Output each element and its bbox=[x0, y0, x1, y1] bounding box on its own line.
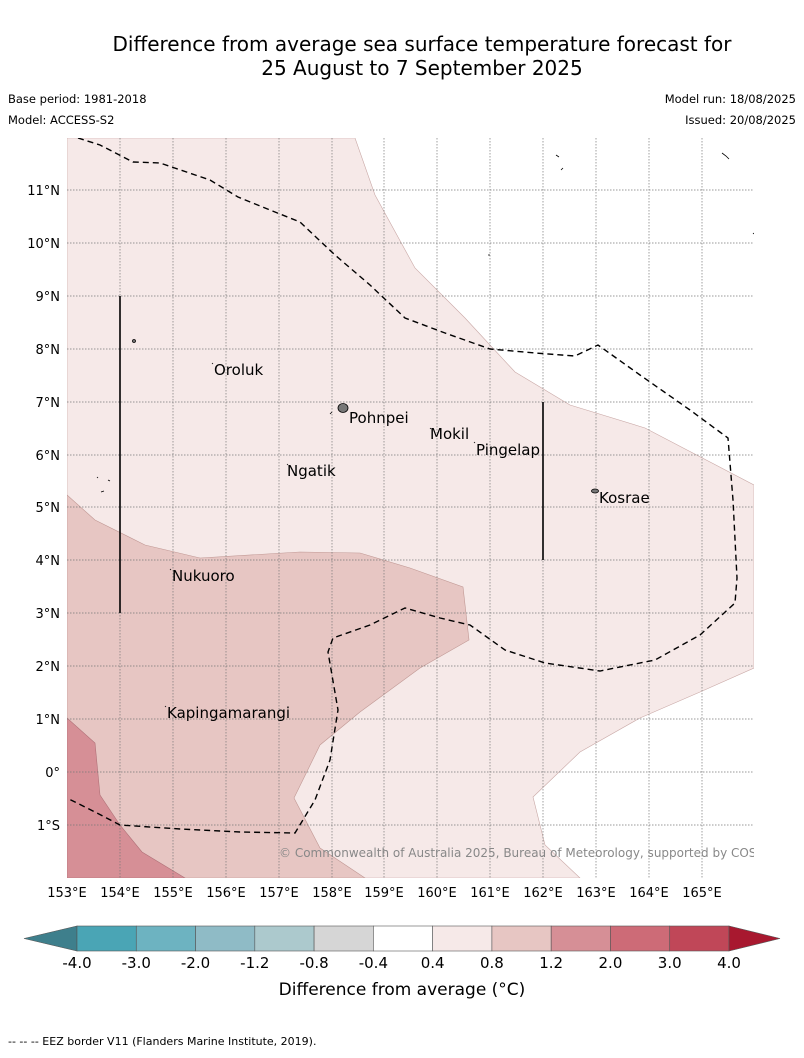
colorbar-tick-label: -0.8 bbox=[299, 954, 328, 972]
colorbar-segment bbox=[491, 925, 552, 952]
lat-label: 9°N bbox=[36, 290, 61, 305]
lat-label: 7°N bbox=[36, 396, 61, 411]
colorbar-tick-label: 0.4 bbox=[421, 954, 445, 972]
pohnpei-island bbox=[337, 403, 349, 413]
lon-label: 165°E bbox=[682, 886, 722, 901]
lat-label: 2°N bbox=[36, 660, 61, 675]
place-label-oroluk: Oroluk bbox=[214, 361, 263, 379]
copyright-notice: © Commonwealth of Australia 2025, Bureau… bbox=[279, 846, 784, 860]
place-label-mokil: Mokil bbox=[430, 425, 469, 443]
lat-label: 1°S bbox=[37, 819, 60, 834]
colorbar-tick-label: 0.8 bbox=[480, 954, 504, 972]
eez-legend-note: -- -- -- EEZ border V11 (Flanders Marine… bbox=[8, 1035, 317, 1048]
lon-label: 163°E bbox=[576, 886, 616, 901]
place-label-ngatik: Ngatik bbox=[287, 462, 336, 480]
colorbar-extend-low bbox=[23, 925, 78, 952]
lat-label: 8°N bbox=[36, 343, 61, 358]
lat-label: 6°N bbox=[36, 449, 61, 464]
lat-label: 3°N bbox=[36, 607, 61, 622]
colorbar-segment bbox=[76, 925, 137, 952]
colorbar-label: Difference from average (°C) bbox=[278, 980, 526, 1000]
islands bbox=[96, 152, 754, 708]
longitude-labels: 153°E 154°E 155°E 156°E 157°E 158°E 159°… bbox=[47, 886, 722, 901]
colorbar-segment bbox=[135, 925, 196, 952]
model-run: Model run: 18/08/2025 bbox=[664, 92, 796, 106]
place-label-kapingamarangi: Kapingamarangi bbox=[167, 704, 290, 722]
colorbar-segment bbox=[610, 925, 671, 952]
eez-border bbox=[67, 138, 738, 834]
lon-label: 154°E bbox=[100, 886, 140, 901]
colorbar-segment bbox=[254, 925, 315, 952]
colorbar-tick-label: 3.0 bbox=[658, 954, 682, 972]
base-period: Base period: 1981-2018 bbox=[8, 92, 147, 106]
islet-marker bbox=[132, 339, 136, 343]
lon-label: 157°E bbox=[259, 886, 299, 901]
latitude-labels: 11°N 10°N 9°N 8°N 7°N 6°N 5°N 4°N 3°N 2°… bbox=[27, 184, 60, 834]
lon-label: 156°E bbox=[206, 886, 246, 901]
lat-label: 1°N bbox=[36, 713, 61, 728]
small-islets bbox=[96, 152, 754, 708]
graticule bbox=[67, 138, 754, 878]
colorbar-tick-label: -4.0 bbox=[62, 954, 91, 972]
colorbar-segment bbox=[373, 925, 433, 952]
lon-label: 162°E bbox=[523, 886, 563, 901]
place-label-pingelap: Pingelap bbox=[476, 441, 540, 459]
lon-label: 158°E bbox=[312, 886, 352, 901]
lat-label: 4°N bbox=[36, 554, 61, 569]
colorbar-tick-label: -1.2 bbox=[240, 954, 269, 972]
model-name: Model: ACCESS-S2 bbox=[8, 113, 115, 127]
colorbar-extend-high bbox=[728, 925, 781, 952]
colorbar-segment bbox=[195, 925, 256, 952]
colorbar-tick-label: -0.4 bbox=[359, 954, 388, 972]
colorbar-tick-label: -3.0 bbox=[122, 954, 151, 972]
colorbar-tick-label: 1.2 bbox=[539, 954, 563, 972]
lon-label: 153°E bbox=[47, 886, 87, 901]
lat-label: 11°N bbox=[27, 184, 60, 199]
place-label-pohnpei: Pohnpei bbox=[349, 409, 409, 427]
colorbar-tick-label: -2.0 bbox=[181, 954, 210, 972]
lon-label: 155°E bbox=[153, 886, 193, 901]
lon-label: 164°E bbox=[629, 886, 669, 901]
lon-label: 161°E bbox=[470, 886, 510, 901]
colorbar-tick-label: 2.0 bbox=[599, 954, 623, 972]
lat-label: 10°N bbox=[27, 237, 60, 252]
lon-label: 159°E bbox=[364, 886, 404, 901]
kosrae-island bbox=[591, 488, 599, 494]
colorbar-segment bbox=[550, 925, 611, 952]
place-label-kosrae: Kosrae bbox=[599, 489, 650, 507]
title-line-1: Difference from average sea surface temp… bbox=[112, 32, 732, 56]
contour-1.2-2.0 bbox=[67, 717, 186, 878]
issued-date: Issued: 20/08/2025 bbox=[685, 113, 796, 127]
colorbar-segment bbox=[669, 925, 730, 952]
colorbar-segment bbox=[432, 925, 493, 952]
chart-title: Difference from average sea surface temp… bbox=[70, 32, 774, 80]
lon-label: 160°E bbox=[417, 886, 457, 901]
place-labels: Oroluk Pohnpei Mokil Pingelap Ngatik Kos… bbox=[167, 361, 650, 722]
lat-label: 5°N bbox=[36, 501, 61, 516]
place-label-nukuoro: Nukuoro bbox=[172, 567, 235, 585]
colorbar-tick-label: 4.0 bbox=[717, 954, 741, 972]
lat-label: 0° bbox=[45, 766, 60, 781]
anomaly-field: Oroluk Pohnpei Mokil Pingelap Ngatik Kos… bbox=[67, 138, 784, 878]
colorbar: -4.0 -3.0 -2.0 -1.2 -0.8 -0.4 0.4 0.8 1.2 2.0 3.0 4… bbox=[23, 925, 781, 972]
colorbar-segment bbox=[313, 925, 374, 952]
contour-0.8-1.2 bbox=[67, 494, 470, 878]
title-line-2: 25 August to 7 September 2025 bbox=[261, 56, 583, 80]
